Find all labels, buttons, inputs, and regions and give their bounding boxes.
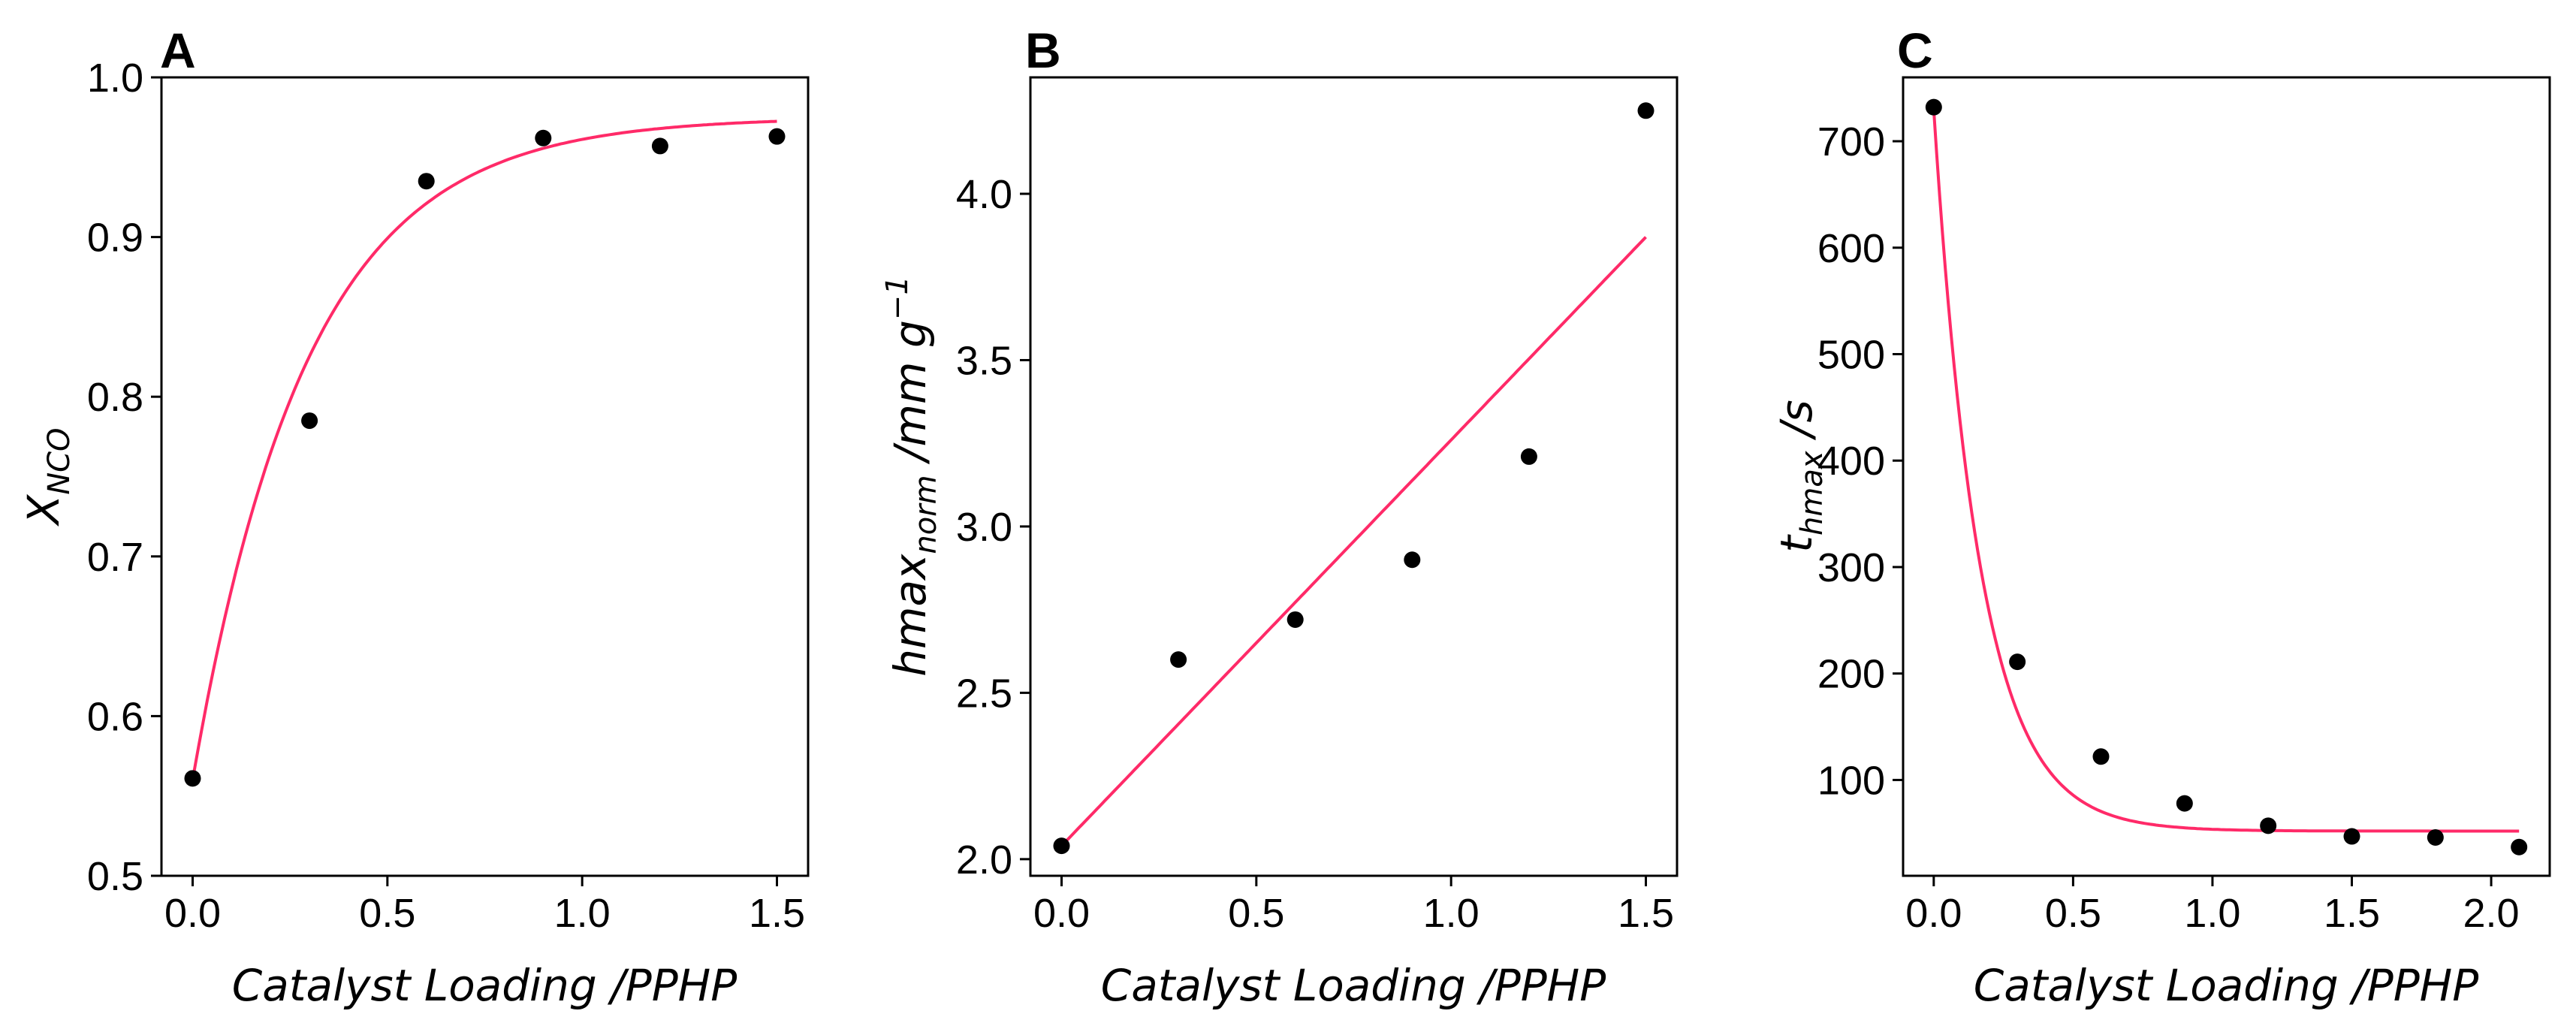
panel-c-fit — [1932, 109, 2520, 833]
panel-b-axes-frame — [1029, 76, 1679, 877]
panel-b: B 0.0 0.5 1.0 1.5 2.0 2.5 3.0 3.5 4.0 Catalyst … — [880, 23, 1679, 1011]
y-tick-label: 2.0 — [956, 837, 1012, 883]
panel-b-y-axis-title: hmaxnorm /mm g−1 — [880, 276, 943, 677]
panel-c-x-ticks — [1932, 876, 2493, 886]
panel-c-y-axis-title-main: t — [1771, 534, 1822, 553]
y-tick-label: 0.7 — [87, 535, 143, 580]
data-point — [2176, 795, 2193, 812]
x-tick-label: 0.0 — [1033, 891, 1090, 936]
x-tick-label: 0.5 — [2045, 891, 2101, 936]
panel-b-x-tick-labels: 0.0 0.5 1.0 1.5 — [1033, 891, 1674, 936]
panel-b-points — [1053, 102, 1654, 855]
data-point — [2343, 828, 2360, 845]
y-tick-label: 0.9 — [87, 216, 143, 261]
y-tick-label: 600 — [1817, 226, 1885, 271]
panel-b-fit — [1060, 236, 1647, 847]
panel-c-points — [1925, 98, 2528, 856]
panel-b-y-axis-title-sub: norm — [909, 475, 943, 554]
panel-c: C 0.0 0.5 1.0 1.5 2.0 100200300400500600700 … — [1771, 23, 2551, 1011]
data-point — [2260, 817, 2277, 834]
panel-c-y-axis-title-unit: /s — [1771, 400, 1822, 451]
fit-line — [191, 119, 777, 780]
panel-a-y-tick-labels: 0.5 0.6 0.7 0.8 0.9 1.0 — [87, 56, 143, 899]
data-point — [1170, 651, 1187, 668]
data-point — [184, 770, 201, 787]
y-tick-label: 3.5 — [956, 338, 1012, 383]
data-point — [768, 128, 786, 145]
x-tick-label: 0.0 — [1905, 891, 1962, 936]
x-tick-label: 1.5 — [1618, 891, 1674, 936]
x-tick-label: 0.5 — [359, 891, 415, 936]
panel-c-letter: C — [1897, 23, 1933, 78]
data-point — [2092, 748, 2110, 765]
data-point — [1637, 102, 1654, 119]
y-tick-label: 400 — [1817, 439, 1885, 484]
x-tick-label: 1.5 — [2324, 891, 2380, 936]
panel-c-y-axis-title: thmax /s — [1771, 400, 1829, 552]
panel-a-x-ticks — [191, 876, 779, 886]
panel-c-x-tick-labels: 0.0 0.5 1.0 1.5 2.0 — [1905, 891, 2519, 936]
panel-c-x-axis-title: Catalyst Loading /PPHP — [1974, 960, 2479, 1011]
panel-a-fit — [191, 119, 777, 780]
x-tick-label: 1.0 — [1423, 891, 1480, 936]
data-point — [651, 137, 668, 155]
panel-a-x-tick-labels: 0.0 0.5 1.0 1.5 — [164, 891, 805, 936]
y-tick-label: 100 — [1817, 758, 1885, 803]
data-point — [301, 412, 318, 430]
data-point — [535, 129, 552, 146]
data-point — [1404, 551, 1421, 569]
panel-b-y-axis-title-unit: /mm g — [885, 320, 936, 475]
panel-a-y-axis-title-main: X — [18, 494, 69, 527]
panel-c-y-tick-labels: 100 200 300 400 500 600 700 — [1817, 119, 1885, 803]
panel-a-axes-frame — [160, 76, 810, 877]
data-point — [1925, 98, 1942, 116]
panel-b-letter: B — [1025, 23, 1061, 78]
data-point — [418, 173, 435, 190]
panel-a-x-axis-title: Catalyst Loading /PPHP — [232, 960, 738, 1011]
panel-c-axes-frame — [1902, 76, 2551, 877]
y-tick-label: 500 — [1817, 333, 1885, 378]
x-tick-label: 0.0 — [164, 891, 221, 936]
y-tick-label: 700 — [1817, 119, 1885, 164]
panel-b-y-axis-title-exp: −1 — [880, 276, 915, 320]
data-point — [1520, 448, 1537, 465]
data-point — [1286, 611, 1304, 628]
data-point — [2427, 828, 2444, 846]
y-tick-label: 200 — [1817, 652, 1885, 697]
panel-a-letter: A — [160, 23, 196, 78]
panel-b-y-ticks — [1020, 192, 1030, 861]
y-tick-label: 2.5 — [956, 671, 1012, 716]
y-tick-label: 4.0 — [956, 172, 1012, 217]
x-tick-label: 0.5 — [1228, 891, 1284, 936]
y-tick-label: 300 — [1817, 545, 1885, 590]
panel-a-y-axis-title: XNCO — [18, 427, 77, 527]
x-tick-label: 1.5 — [749, 891, 805, 936]
panel-c-y-ticks — [1893, 140, 1903, 781]
panel-c-y-axis-title-sub: hmax — [1795, 451, 1829, 536]
x-tick-label: 1.0 — [2184, 891, 2240, 936]
fit-line — [1060, 236, 1647, 847]
panel-a-points — [184, 128, 786, 787]
y-tick-label: 1.0 — [87, 56, 143, 101]
y-tick-label: 0.6 — [87, 694, 143, 739]
fit-line — [1932, 109, 2520, 833]
panel-a: A 0.0 0.5 1.0 1.5 0.5 0.6 0.7 0.8 0.9 1.0 Cataly… — [18, 23, 810, 1011]
x-tick-label: 2.0 — [2463, 891, 2520, 936]
y-tick-label: 3.0 — [956, 505, 1012, 550]
panel-b-x-ticks — [1060, 876, 1648, 886]
panel-b-y-axis-title-main: hmax — [885, 554, 936, 677]
panel-b-y-tick-labels: 2.0 2.5 3.0 3.5 4.0 — [956, 172, 1012, 883]
panel-a-y-ticks — [151, 76, 161, 877]
data-point — [2511, 838, 2528, 856]
data-point — [2009, 653, 2026, 671]
y-tick-label: 0.5 — [87, 854, 143, 899]
panel-b-x-axis-title: Catalyst Loading /PPHP — [1101, 960, 1606, 1011]
y-tick-label: 0.8 — [87, 375, 143, 420]
data-point — [1053, 837, 1070, 855]
x-tick-label: 1.0 — [554, 891, 611, 936]
panel-a-y-axis-title-sub: NCO — [42, 427, 77, 494]
